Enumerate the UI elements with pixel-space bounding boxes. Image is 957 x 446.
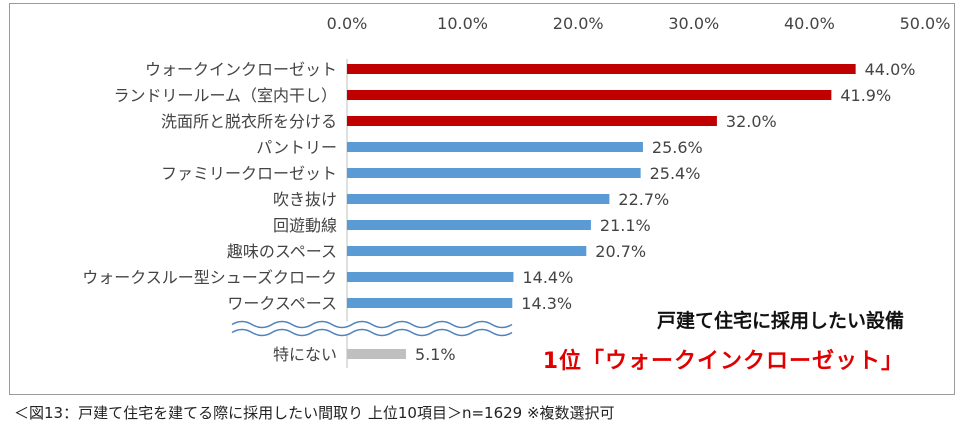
category-label: パントリー <box>256 138 337 157</box>
category-label: ファミリークローゼット <box>161 164 337 183</box>
category-label: 吹き抜け <box>273 190 337 209</box>
category-label: 洗面所と脱衣所を分ける <box>161 112 337 131</box>
axis-break-mask <box>232 321 488 336</box>
category-label: ランドリールーム（室内干し） <box>113 86 337 105</box>
value-label: 21.1% <box>600 216 651 235</box>
x-tick-label: 50.0% <box>900 14 951 33</box>
value-label: 14.3% <box>521 294 572 313</box>
value-label: 14.4% <box>522 268 573 287</box>
value-label: 44.0% <box>865 60 916 79</box>
bar <box>347 64 856 74</box>
x-tick-label: 20.0% <box>553 14 604 33</box>
bar <box>347 116 717 126</box>
category-label: 特にない <box>273 345 337 364</box>
bar <box>347 168 641 178</box>
value-label: 41.9% <box>840 86 891 105</box>
value-label: 32.0% <box>726 112 777 131</box>
category-label: ワークスペース <box>227 294 337 313</box>
bar <box>347 349 406 359</box>
bar <box>347 298 513 308</box>
value-label: 20.7% <box>595 242 646 261</box>
bar <box>347 272 514 282</box>
bar <box>347 220 591 230</box>
x-tick-label: 40.0% <box>784 14 835 33</box>
value-label: 22.7% <box>618 190 669 209</box>
x-tick-label: 0.0% <box>327 14 368 33</box>
bar <box>347 246 587 256</box>
chart-frame: 0.0% 10.0% 20.0% 30.0% 40.0% 50.0% ウォークインクローゼッ… <box>9 3 955 395</box>
value-label: 5.1% <box>415 345 456 364</box>
value-label: 25.6% <box>652 138 703 157</box>
bar <box>347 90 832 100</box>
category-label: ウォークスルー型シューズクローク <box>82 268 337 287</box>
headline-callout: 戸建て住宅に採用したい設備 1位「ウォークインクローゼット」 <box>543 306 904 375</box>
category-label: ウォークインクローゼット <box>145 60 337 79</box>
axis-break-wave <box>231 320 513 329</box>
x-tick-label: 10.0% <box>437 14 488 33</box>
figure-caption: ＜図13：戸建て住宅を建てる際に採用したい間取り 上位10項目＞n=1629 ※… <box>14 404 615 422</box>
value-label: 25.4% <box>650 164 701 183</box>
bar <box>347 142 643 152</box>
headline-subtitle: 戸建て住宅に採用したい設備 <box>656 310 904 332</box>
x-tick-label: 30.0% <box>668 14 719 33</box>
bar-chart: 0.0% 10.0% 20.0% 30.0% 40.0% 50.0% ウォークインクローゼッ… <box>82 14 951 368</box>
axis-break-wave <box>231 328 513 337</box>
headline-rank-one: 1位「ウォークインクローゼット」 <box>542 349 904 374</box>
category-label: 趣味のスペース <box>227 242 337 261</box>
category-label: 回遊動線 <box>273 216 337 235</box>
bar <box>347 194 610 204</box>
